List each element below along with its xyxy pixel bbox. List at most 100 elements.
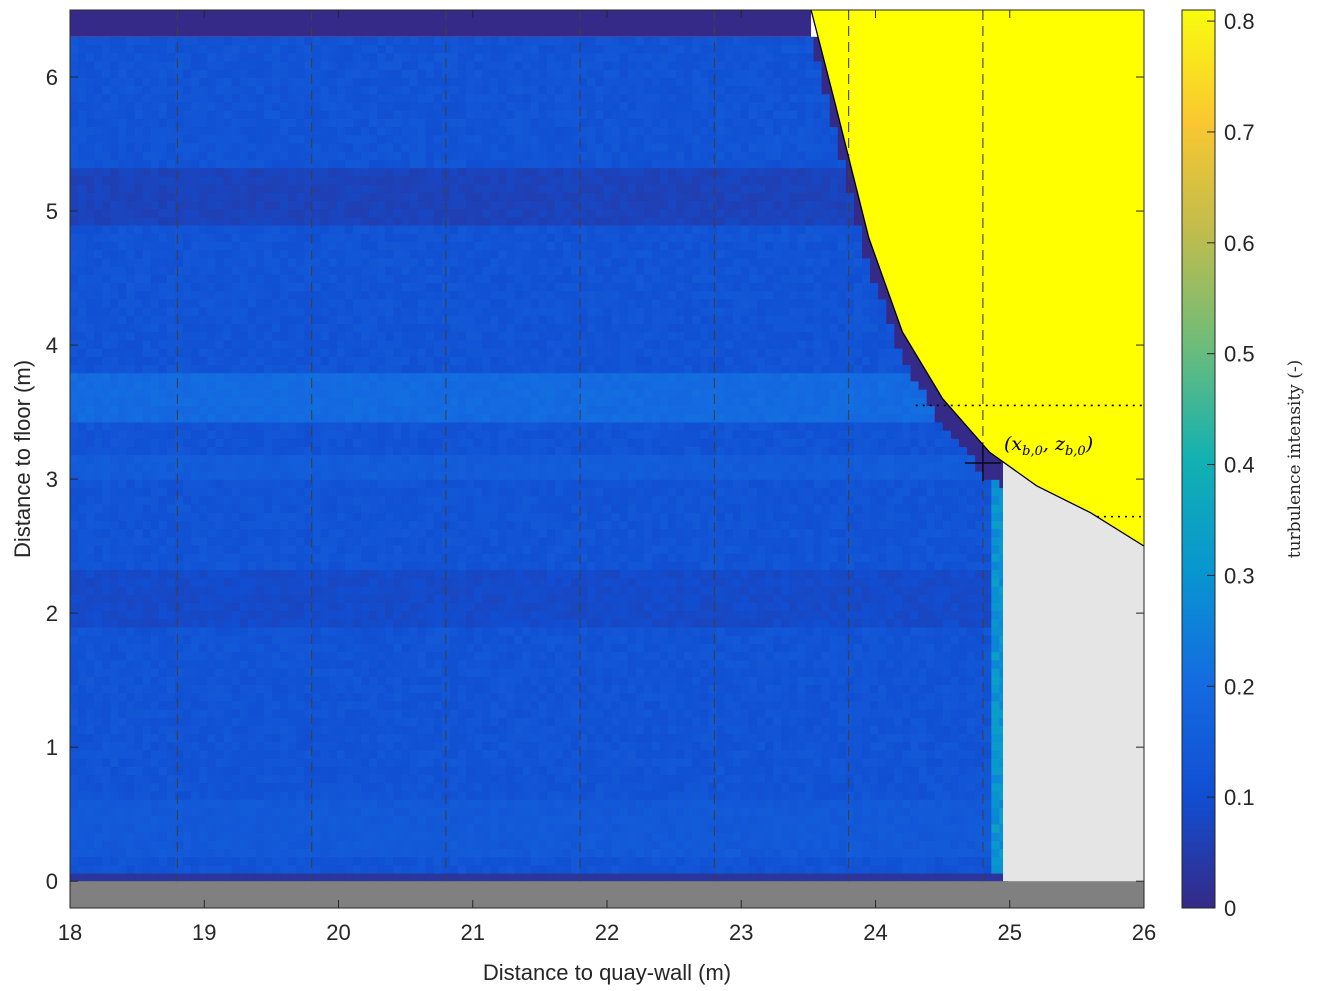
- heatmap-cell: [457, 864, 467, 874]
- heatmap-cell: [118, 495, 128, 505]
- heatmap-cell: [215, 224, 225, 234]
- heatmap-cell: [223, 782, 233, 792]
- heatmap-cell: [158, 774, 168, 784]
- heatmap-cell: [142, 257, 152, 267]
- heatmap-cell: [142, 725, 152, 735]
- heatmap-cell: [377, 741, 386, 751]
- heatmap-cell: [207, 315, 217, 325]
- heatmap-cell: [142, 200, 152, 210]
- heatmap-cell: [102, 799, 112, 808]
- heatmap-cell: [158, 831, 168, 841]
- heatmap-cell: [336, 667, 346, 677]
- heatmap-cell: [312, 471, 322, 480]
- heatmap-cell: [102, 36, 112, 46]
- heatmap-cell: [102, 479, 112, 489]
- heatmap-cell: [134, 364, 144, 374]
- heatmap-cell: [255, 700, 265, 710]
- heatmap-cell: [102, 487, 112, 497]
- heatmap-cell: [409, 397, 419, 407]
- heatmap-cell: [344, 397, 354, 407]
- heatmap-cell: [150, 118, 160, 128]
- heatmap-cell: [110, 840, 120, 849]
- heatmap-cell: [312, 651, 322, 661]
- heatmap-cell: [417, 528, 427, 538]
- heatmap-cell: [280, 183, 289, 193]
- heatmap-cell: [304, 101, 314, 111]
- heatmap-cell: [312, 585, 322, 595]
- heatmap-cell: [215, 85, 225, 95]
- heatmap-cell: [280, 430, 289, 439]
- heatmap-cell: [344, 438, 354, 448]
- heatmap-cell: [296, 389, 305, 398]
- heatmap-cell: [175, 200, 184, 210]
- heatmap-cell: [409, 421, 419, 431]
- heatmap-cell: [377, 577, 386, 587]
- heatmap-cell: [320, 85, 330, 95]
- heatmap-cell: [272, 430, 281, 439]
- heatmap-cell: [449, 635, 459, 644]
- heatmap-cell: [328, 282, 338, 292]
- heatmap-cell: [231, 290, 241, 300]
- heatmap-cell: [320, 741, 330, 751]
- heatmap-cell: [401, 561, 411, 571]
- heatmap-cell: [158, 52, 168, 62]
- heatmap-cell: [272, 208, 281, 218]
- heatmap-cell: [126, 569, 136, 579]
- heatmap-cell: [223, 208, 233, 218]
- heatmap-cell: [304, 249, 314, 259]
- heatmap-cell: [263, 241, 273, 251]
- heatmap-cell: [280, 372, 289, 382]
- heatmap-cell: [215, 266, 225, 275]
- heatmap-cell: [433, 175, 443, 185]
- heatmap-cell: [134, 266, 144, 275]
- heatmap-cell: [215, 430, 225, 439]
- heatmap-cell: [457, 700, 467, 710]
- heatmap-cell: [102, 659, 112, 669]
- heatmap-cell: [409, 676, 419, 685]
- heatmap-cell: [449, 413, 459, 423]
- heatmap-cell: [288, 339, 297, 349]
- heatmap-cell: [417, 561, 427, 571]
- heatmap-cell: [280, 462, 289, 472]
- heatmap-cell: [352, 544, 362, 554]
- heatmap-cell: [377, 602, 386, 612]
- heatmap-cell: [175, 175, 184, 185]
- heatmap-cell: [191, 454, 200, 464]
- heatmap-cell: [360, 413, 370, 423]
- heatmap-cell: [344, 872, 354, 882]
- heatmap-cell: [70, 823, 79, 833]
- heatmap-cell: [183, 339, 192, 349]
- heatmap-cell: [142, 840, 152, 849]
- heatmap-cell: [352, 421, 362, 431]
- heatmap-cell: [166, 733, 176, 743]
- heatmap-cell: [312, 200, 322, 210]
- heatmap-cell: [320, 52, 330, 62]
- heatmap-cell: [183, 405, 192, 415]
- heatmap-cell: [199, 848, 208, 858]
- heatmap-cell: [199, 676, 208, 685]
- heatmap-cell: [304, 52, 314, 62]
- heatmap-cell: [433, 807, 443, 817]
- heatmap-cell: [102, 626, 112, 636]
- heatmap-cell: [401, 512, 411, 521]
- heatmap-cell: [272, 438, 281, 448]
- heatmap-cell: [409, 823, 419, 833]
- heatmap-cell: [296, 487, 305, 497]
- heatmap-cell: [320, 208, 330, 218]
- heatmap-cell: [369, 60, 378, 70]
- heatmap-cell: [199, 52, 208, 62]
- heatmap-cell: [288, 101, 297, 111]
- heatmap-cell: [166, 774, 176, 784]
- heatmap-cell: [142, 274, 152, 283]
- heatmap-cell: [175, 183, 184, 193]
- heatmap-cell: [78, 782, 87, 792]
- heatmap-cell: [417, 93, 427, 103]
- heatmap-cell: [280, 471, 289, 480]
- heatmap-cell: [449, 224, 459, 234]
- heatmap-cell: [449, 249, 459, 259]
- heatmap-cell: [288, 774, 297, 784]
- heatmap-cell: [223, 503, 233, 513]
- heatmap-cell: [328, 397, 338, 407]
- heatmap-cell: [401, 823, 411, 833]
- heatmap-cell: [191, 380, 200, 390]
